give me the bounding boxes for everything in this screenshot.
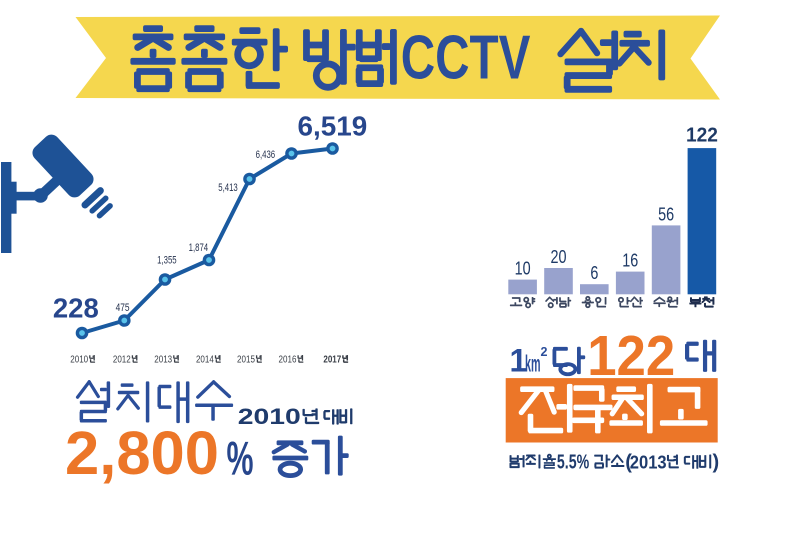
svg-text:1,874: 1,874 bbox=[189, 242, 209, 254]
svg-text:2010: 2010 bbox=[238, 404, 301, 429]
svg-text:%: % bbox=[227, 431, 254, 484]
svg-text:2014: 2014 bbox=[196, 355, 214, 366]
svg-text:(: ( bbox=[625, 452, 632, 474]
svg-text:2017: 2017 bbox=[323, 355, 341, 366]
svg-text:2010: 2010 bbox=[70, 355, 88, 366]
svg-text:6,519: 6,519 bbox=[298, 111, 368, 142]
svg-text:20: 20 bbox=[550, 247, 566, 267]
svg-text:2,800: 2,800 bbox=[65, 419, 219, 488]
svg-text:475: 475 bbox=[116, 302, 130, 314]
svg-text:2013: 2013 bbox=[630, 451, 667, 472]
svg-text:km: km bbox=[525, 350, 541, 376]
svg-text:2012: 2012 bbox=[113, 355, 131, 366]
svg-text:2: 2 bbox=[541, 345, 548, 359]
svg-text:6,436: 6,436 bbox=[256, 149, 276, 161]
svg-text:16: 16 bbox=[622, 251, 638, 271]
svg-text:56: 56 bbox=[658, 204, 674, 224]
svg-text:2016: 2016 bbox=[279, 355, 297, 366]
svg-text:2013: 2013 bbox=[154, 355, 172, 366]
svg-text:6: 6 bbox=[590, 263, 598, 283]
svg-text:1,355: 1,355 bbox=[157, 255, 177, 267]
svg-text:2015: 2015 bbox=[237, 355, 255, 366]
svg-text:1: 1 bbox=[510, 343, 528, 379]
svg-text:122: 122 bbox=[587, 324, 675, 388]
svg-text:10: 10 bbox=[515, 259, 531, 279]
svg-text:122: 122 bbox=[686, 124, 718, 147]
svg-text:228: 228 bbox=[53, 293, 99, 324]
svg-text:5.5%: 5.5% bbox=[557, 452, 589, 474]
svg-text:5,413: 5,413 bbox=[218, 182, 238, 194]
svg-text:): ) bbox=[713, 452, 720, 474]
svg-text:CCTV: CCTV bbox=[401, 23, 531, 92]
